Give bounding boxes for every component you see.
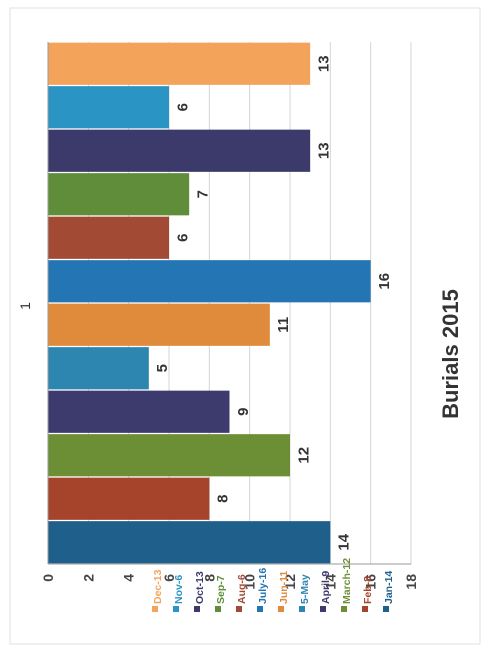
y-axis-tick-labels: 0 2 4 6 8 10 12 14 16 18 xyxy=(40,574,419,590)
data-label: 6 xyxy=(174,103,191,111)
bar xyxy=(48,303,270,346)
bar xyxy=(48,434,290,477)
data-label: 7 xyxy=(195,190,212,198)
legend-label: April-9 xyxy=(320,571,332,604)
y-tick-label: 14 xyxy=(322,574,338,590)
legend-label: Aug-6 xyxy=(236,574,248,604)
data-label: 6 xyxy=(174,234,191,242)
legend-swatch xyxy=(278,606,284,612)
legend-label: Dec-13 xyxy=(152,569,164,604)
legend-label: March-12 xyxy=(341,558,353,604)
legend-label: 5-May xyxy=(299,574,311,604)
rotated-chart-group: Burials 2015 0 2 4 6 8 10 12 14 16 18 14812951116… xyxy=(17,42,463,612)
y-tick-label: 0 xyxy=(40,574,56,582)
bars xyxy=(48,42,371,564)
legend-swatch xyxy=(173,606,179,612)
data-label: 5 xyxy=(154,364,171,372)
y-tick-label: 12 xyxy=(282,574,298,590)
legend-label: Feb-8 xyxy=(362,576,374,604)
bar xyxy=(48,347,149,390)
data-labels: 14 8 12 9 5 11 16 6 7 13 6 13 xyxy=(154,55,393,550)
data-label: 9 xyxy=(235,408,252,416)
data-label: 13 xyxy=(316,55,333,72)
legend-label: Jun-11 xyxy=(278,571,290,604)
legend-swatch xyxy=(152,606,158,612)
legend-label: Sep-7 xyxy=(215,575,227,604)
data-label: 16 xyxy=(376,273,393,290)
y-tick-label: 4 xyxy=(121,574,137,582)
bar xyxy=(48,173,190,216)
bar xyxy=(48,477,210,520)
data-label: 8 xyxy=(215,495,232,503)
legend-swatch xyxy=(215,606,221,612)
data-label: 14 xyxy=(336,533,353,550)
data-label: 13 xyxy=(316,142,333,159)
y-tick-label: 6 xyxy=(161,574,177,582)
legend-label: Nov-6 xyxy=(173,575,185,604)
y-tick-label: 16 xyxy=(363,574,379,590)
legend-swatch xyxy=(320,606,326,612)
bar xyxy=(48,129,311,172)
chart-border xyxy=(9,7,481,645)
legend-label: Jan-14 xyxy=(383,571,395,604)
y-tick-label: 18 xyxy=(403,574,419,590)
bar xyxy=(48,260,371,303)
legend-swatch xyxy=(341,606,347,612)
bar xyxy=(48,216,169,259)
bar xyxy=(48,390,230,433)
y-tick-label: 2 xyxy=(80,574,96,582)
gridlines xyxy=(47,42,412,564)
chart-title: Burials 2015 xyxy=(438,289,463,419)
y-tick-label: 10 xyxy=(242,574,258,590)
y-tick-label: 8 xyxy=(201,574,217,582)
legend-label: Oct-13 xyxy=(194,571,206,604)
legend-swatch xyxy=(362,606,368,612)
category-label: 1 xyxy=(17,302,33,310)
bar xyxy=(48,521,331,564)
bar xyxy=(48,42,311,85)
legend-label: July-16 xyxy=(257,568,269,604)
legend: Jan-14 Feb-8 March-12 April-9 5-May Jun-11 Jul… xyxy=(152,558,395,612)
legend-swatch xyxy=(236,606,242,612)
legend-swatch xyxy=(383,606,389,612)
data-label: 11 xyxy=(275,317,292,333)
legend-swatch xyxy=(299,606,305,612)
data-label: 12 xyxy=(295,447,312,464)
legend-swatch xyxy=(194,606,200,612)
bar xyxy=(48,86,169,129)
legend-swatch xyxy=(257,606,263,612)
